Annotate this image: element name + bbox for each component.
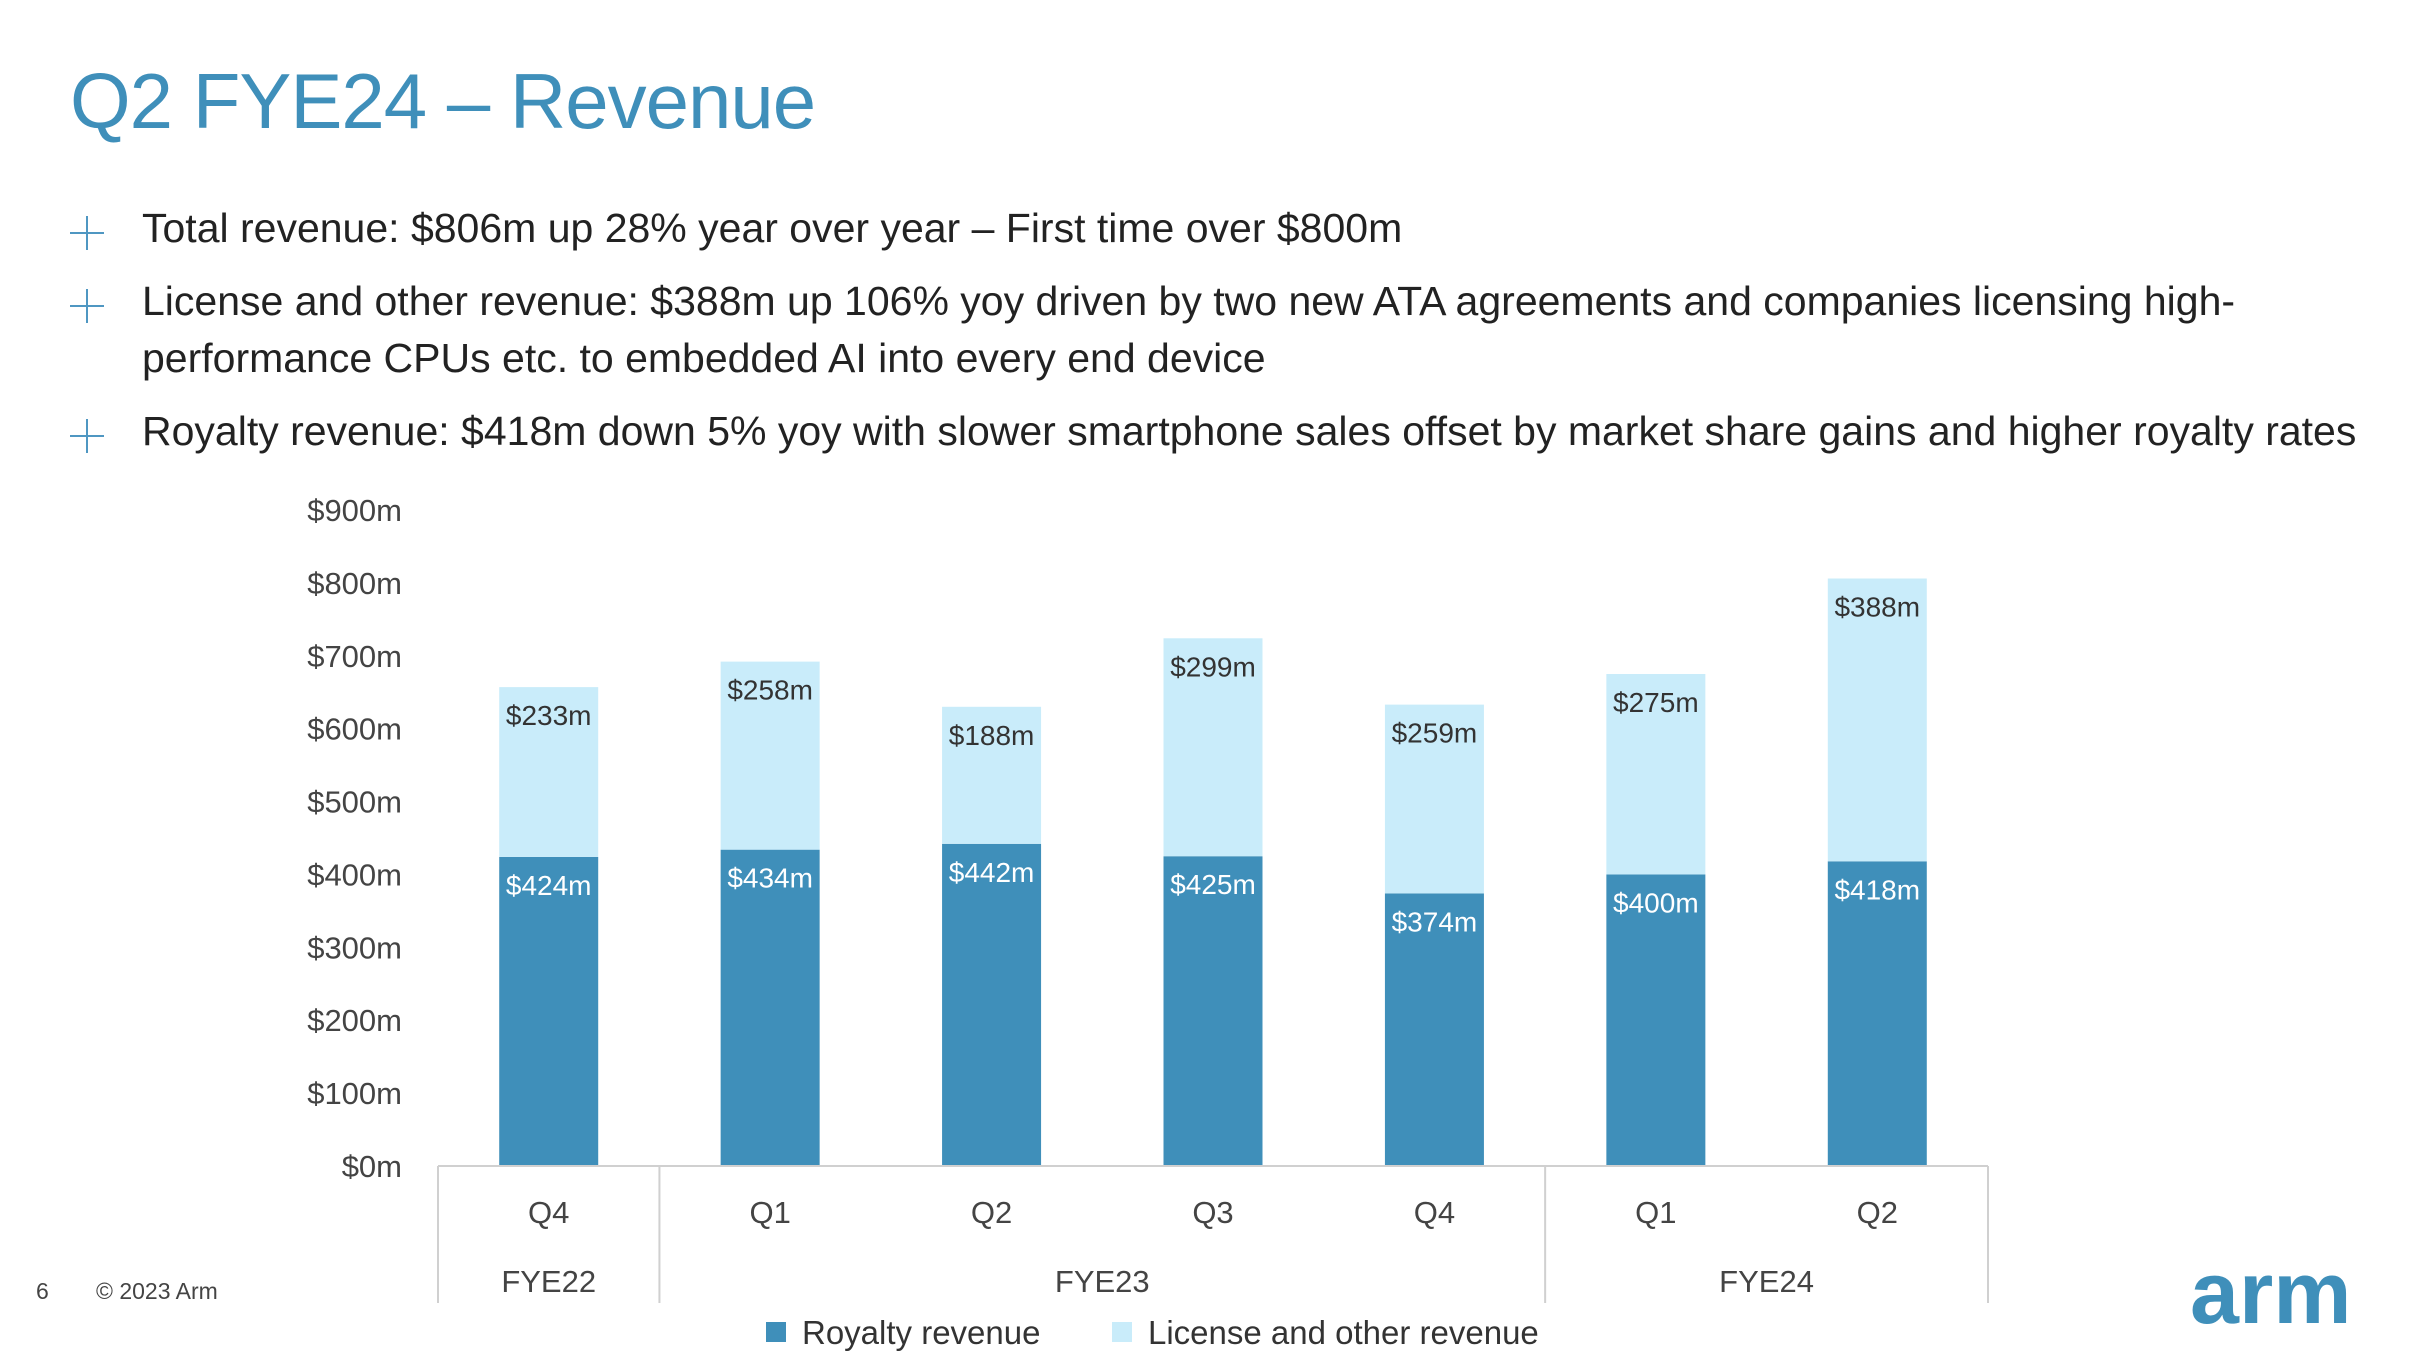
data-label: $374m xyxy=(1392,906,1478,937)
category-label: Q1 xyxy=(1635,1195,1676,1230)
y-tick-label: $200m xyxy=(307,1003,402,1038)
bar-license xyxy=(499,687,599,857)
legend-label: License and other revenue xyxy=(1148,1314,1539,1351)
bullet-list: Total revenue: $806m up 28% year over ye… xyxy=(70,200,2370,476)
bar-royalty xyxy=(942,843,1042,1166)
bullet-text: Royalty revenue: $418m down 5% yoy with … xyxy=(142,408,2357,454)
plus-bullet-icon xyxy=(70,419,104,453)
slide-title: Q2 FYE24 – Revenue xyxy=(70,57,816,145)
y-tick-label: $600m xyxy=(307,712,402,747)
bar-royalty xyxy=(720,849,820,1166)
page-number: 6 xyxy=(36,1278,49,1304)
y-tick-label: $900m xyxy=(307,493,402,528)
bar-license xyxy=(942,706,1042,844)
y-tick-label: $300m xyxy=(307,930,402,965)
data-label: $400m xyxy=(1613,887,1699,918)
y-tick-label: $0m xyxy=(342,1149,402,1184)
y-tick-label: $700m xyxy=(307,639,402,674)
bullet-royalty-revenue: Royalty revenue: $418m down 5% yoy with … xyxy=(70,403,2370,460)
category-label: Q1 xyxy=(749,1195,790,1230)
bar-royalty xyxy=(1384,893,1484,1166)
arm-logo: arm xyxy=(2190,1255,2351,1335)
bullet-total-revenue: Total revenue: $806m up 28% year over ye… xyxy=(70,200,2370,257)
data-label: $442m xyxy=(949,857,1035,888)
bar-license xyxy=(720,661,820,850)
category-label: Q3 xyxy=(1192,1195,1233,1230)
bullet-license-revenue: License and other revenue: $388m up 106%… xyxy=(70,273,2370,387)
plus-bullet-icon xyxy=(70,216,104,250)
bar-royalty xyxy=(1606,874,1706,1166)
category-label: Q4 xyxy=(528,1195,569,1230)
data-label: $299m xyxy=(1170,651,1256,682)
legend-swatch xyxy=(766,1322,786,1342)
legend-label: Royalty revenue xyxy=(802,1314,1040,1351)
y-tick-label: $500m xyxy=(307,785,402,820)
category-label: Q2 xyxy=(1857,1195,1898,1230)
data-label: $188m xyxy=(949,720,1035,751)
arm-logo-text: arm xyxy=(2190,1255,2351,1335)
data-label: $424m xyxy=(506,870,592,901)
category-label: Q4 xyxy=(1414,1195,1455,1230)
bullet-text: Total revenue: $806m up 28% year over ye… xyxy=(142,205,1403,251)
group-label: FYE22 xyxy=(501,1264,596,1299)
y-tick-label: $400m xyxy=(307,857,402,892)
bullet-text: License and other revenue: $388m up 106%… xyxy=(142,278,2236,381)
data-label: $388m xyxy=(1834,592,1920,623)
bar-royalty xyxy=(1163,856,1263,1166)
bar-license xyxy=(1606,674,1706,875)
plus-bullet-icon xyxy=(70,289,104,323)
data-label: $418m xyxy=(1834,874,1920,905)
category-label: Q2 xyxy=(971,1195,1012,1230)
bar-royalty xyxy=(1827,861,1927,1166)
copyright: © 2023 Arm xyxy=(96,1278,218,1304)
data-label: $233m xyxy=(506,700,592,731)
group-label: FYE24 xyxy=(1719,1264,1814,1299)
data-label: $259m xyxy=(1392,718,1478,749)
y-tick-label: $100m xyxy=(307,1076,402,1111)
data-label: $434m xyxy=(727,863,813,894)
bar-license xyxy=(1827,578,1927,862)
legend-swatch xyxy=(1112,1322,1132,1342)
bar-royalty xyxy=(499,856,599,1166)
data-label: $425m xyxy=(1170,869,1256,900)
group-label: FYE23 xyxy=(1055,1264,1150,1299)
bar-license xyxy=(1384,704,1484,894)
bar-license xyxy=(1163,638,1263,857)
y-tick-label: $800m xyxy=(307,566,402,601)
data-label: $275m xyxy=(1613,687,1699,718)
data-label: $258m xyxy=(727,675,813,706)
